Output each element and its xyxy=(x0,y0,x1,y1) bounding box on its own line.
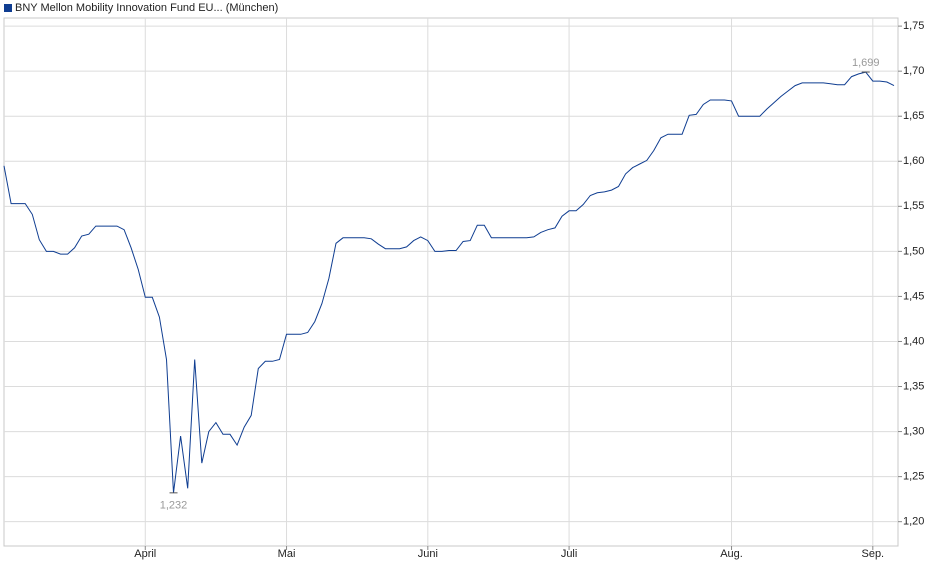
y-tick-label: 1,40 xyxy=(903,335,924,347)
x-tick-label: Juni xyxy=(418,548,438,560)
y-tick-label: 1,35 xyxy=(903,380,924,392)
line-series xyxy=(3,71,895,493)
x-tick-label: Aug. xyxy=(720,548,743,560)
plot-frame xyxy=(3,17,899,547)
y-tick-label: 1,70 xyxy=(903,65,924,77)
value-label: 1,699 xyxy=(852,57,880,69)
legend-swatch xyxy=(4,4,12,12)
y-tick-label: 1,65 xyxy=(903,110,924,122)
y-tick-label: 1,45 xyxy=(903,290,924,302)
y-tick-label: 1,75 xyxy=(903,20,924,32)
y-tick-label: 1,20 xyxy=(903,516,924,528)
y-tick-label: 1,30 xyxy=(903,425,924,437)
x-tick-label: Juli xyxy=(561,548,578,560)
value-label: 1,232 xyxy=(160,500,188,512)
y-tick-label: 1,25 xyxy=(903,471,924,483)
legend-label: BNY Mellon Mobility Innovation Fund EU..… xyxy=(15,2,278,14)
x-tick-label: April xyxy=(134,548,156,560)
x-tick-label: Sep. xyxy=(861,548,884,560)
x-tick-label: Mai xyxy=(278,548,296,560)
y-tick-label: 1,60 xyxy=(903,155,924,167)
y-tick-label: 1,55 xyxy=(903,200,924,212)
y-tick-label: 1,50 xyxy=(903,245,924,257)
